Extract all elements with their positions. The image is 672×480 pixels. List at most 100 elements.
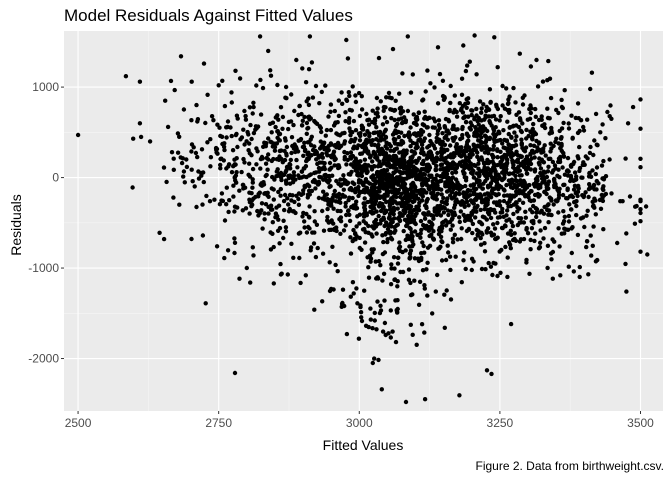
data-point xyxy=(175,131,181,136)
data-point xyxy=(354,224,359,229)
data-point xyxy=(356,90,362,96)
data-point xyxy=(205,92,210,98)
data-point xyxy=(453,254,458,259)
data-point xyxy=(576,186,581,191)
data-point xyxy=(510,171,516,176)
data-point xyxy=(473,148,479,153)
data-point xyxy=(469,267,474,273)
data-point xyxy=(314,222,320,227)
data-point xyxy=(528,103,533,108)
data-point xyxy=(205,140,210,145)
data-point xyxy=(509,135,514,140)
data-point xyxy=(519,137,524,142)
data-point xyxy=(443,155,448,161)
data-point xyxy=(327,184,332,190)
data-point xyxy=(378,208,384,214)
data-point xyxy=(477,192,483,197)
data-point xyxy=(258,112,264,117)
data-point xyxy=(407,251,413,256)
data-point xyxy=(294,57,299,63)
data-point xyxy=(200,202,205,207)
data-point xyxy=(307,173,312,178)
data-point xyxy=(329,203,334,208)
data-point xyxy=(372,196,378,201)
data-point xyxy=(299,169,305,174)
chart-title: Model Residuals Against Fitted Values xyxy=(64,6,353,25)
data-point xyxy=(413,172,418,177)
data-point xyxy=(289,198,294,203)
data-point xyxy=(322,193,328,198)
data-point xyxy=(380,329,386,334)
data-point xyxy=(232,157,237,162)
data-point xyxy=(239,169,244,175)
data-point xyxy=(325,214,330,220)
data-point xyxy=(558,273,563,278)
data-point xyxy=(592,205,597,210)
data-point xyxy=(554,136,559,141)
data-point xyxy=(336,113,342,119)
data-point xyxy=(571,159,577,165)
data-point xyxy=(389,237,395,242)
data-point xyxy=(392,154,397,159)
data-point xyxy=(468,218,474,223)
data-point xyxy=(583,154,588,159)
data-point xyxy=(419,255,424,261)
data-point xyxy=(372,318,377,323)
data-point xyxy=(331,206,336,211)
data-point xyxy=(385,190,391,196)
data-point xyxy=(520,200,526,205)
data-point xyxy=(368,317,373,322)
data-point xyxy=(615,240,620,246)
data-point xyxy=(477,168,483,174)
data-point xyxy=(377,189,382,194)
data-point xyxy=(520,121,525,126)
data-point xyxy=(450,126,455,132)
data-point xyxy=(550,159,556,165)
data-point xyxy=(559,97,564,103)
data-point xyxy=(393,98,398,104)
data-point xyxy=(445,243,450,248)
data-point xyxy=(461,171,466,176)
data-point xyxy=(382,320,388,326)
data-point xyxy=(461,43,466,48)
data-point xyxy=(400,213,405,218)
data-point xyxy=(412,278,417,283)
data-point xyxy=(313,120,318,125)
data-point xyxy=(361,201,366,206)
data-point xyxy=(249,136,254,142)
data-point xyxy=(369,185,375,190)
data-point xyxy=(454,183,459,188)
data-point xyxy=(469,112,474,118)
data-point xyxy=(528,167,533,172)
data-point xyxy=(638,207,643,212)
data-point xyxy=(320,208,325,214)
data-point xyxy=(601,187,606,193)
data-point xyxy=(572,170,578,175)
data-point xyxy=(565,168,570,173)
data-point xyxy=(410,332,415,337)
data-point xyxy=(323,133,328,138)
data-point xyxy=(463,266,468,272)
data-point xyxy=(388,282,394,287)
data-point xyxy=(523,209,528,214)
data-point xyxy=(497,215,503,220)
data-point xyxy=(274,169,279,174)
data-point xyxy=(304,158,309,164)
data-point xyxy=(340,101,345,107)
data-point xyxy=(377,152,383,157)
data-point xyxy=(457,215,462,220)
data-point xyxy=(565,155,571,161)
data-point xyxy=(312,219,317,224)
data-point xyxy=(273,124,278,130)
data-point xyxy=(446,188,452,193)
data-point xyxy=(356,161,361,167)
data-point xyxy=(429,226,434,231)
data-point xyxy=(348,235,353,240)
data-point xyxy=(229,170,235,175)
data-point xyxy=(225,119,231,124)
data-point xyxy=(581,193,587,198)
data-point xyxy=(514,200,519,206)
data-point xyxy=(399,170,405,175)
data-point xyxy=(446,119,452,124)
data-point xyxy=(362,288,367,293)
